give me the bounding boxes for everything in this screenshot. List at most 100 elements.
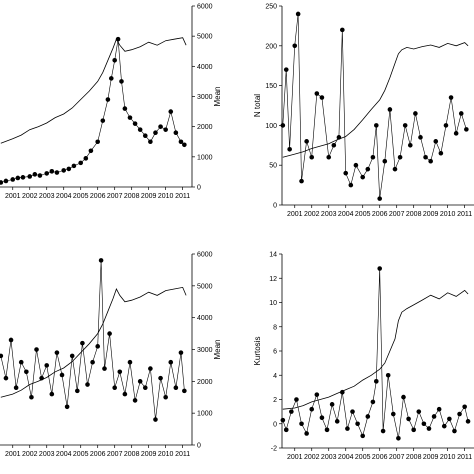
data-point — [98, 258, 104, 263]
data-point — [83, 156, 89, 161]
data-point — [309, 154, 315, 160]
y-axis-label: Mean — [213, 339, 222, 359]
data-point — [452, 428, 457, 434]
data-point — [309, 406, 315, 412]
data-point — [406, 416, 411, 422]
data-point — [385, 372, 391, 378]
y-tick-label: 6 — [273, 349, 277, 356]
data-point — [49, 391, 55, 397]
data-point — [453, 131, 459, 136]
data-point — [426, 426, 432, 431]
y-tick-label: 2000 — [197, 379, 213, 386]
data-point — [326, 154, 332, 160]
x-tick-label: 2004 — [56, 451, 72, 458]
data-point — [148, 139, 153, 145]
x-tick-label: 2005 — [355, 454, 371, 461]
data-point — [112, 385, 117, 391]
data-point — [314, 392, 320, 397]
data-point — [122, 106, 128, 111]
data-point — [127, 359, 133, 365]
data-point — [153, 417, 158, 422]
data-point — [24, 369, 29, 375]
data-point — [436, 406, 442, 412]
data-point — [418, 135, 423, 140]
data-point — [457, 411, 462, 417]
data-point — [39, 375, 44, 381]
x-tick-label: 2005 — [73, 451, 89, 458]
data-point — [66, 166, 72, 172]
x-tick-label: 2006 — [90, 451, 106, 458]
y-axis-label: Mean — [213, 86, 222, 106]
panel-bottom-right: 2001 2002 2003 2004 2005 2006 2007 2008 2009 2010… — [253, 252, 474, 461]
x-tick-label: 2010 — [158, 193, 174, 200]
y-tick-label: 100 — [265, 123, 277, 130]
data-point — [447, 416, 452, 422]
data-point — [382, 158, 388, 164]
y-tick-label: 150 — [265, 83, 277, 90]
data-point — [299, 178, 304, 184]
data-point — [178, 350, 184, 355]
data-point — [423, 154, 428, 160]
data-point — [287, 146, 292, 152]
data-point — [178, 139, 184, 145]
data-point — [148, 366, 153, 371]
data-point — [280, 417, 286, 423]
y-tick-label: 4000 — [197, 64, 213, 71]
x-tick-label: 2007 — [107, 193, 123, 200]
data-point — [304, 431, 309, 436]
data-point — [280, 123, 286, 128]
x-tick-label: 2007 — [389, 454, 405, 461]
data-point — [117, 369, 123, 375]
y-tick-label: 5000 — [197, 34, 213, 41]
x-tick-label: 2004 — [338, 454, 354, 461]
data-point — [397, 154, 403, 160]
y-tick-label: 3000 — [197, 94, 213, 101]
x-tick-label: 2003 — [39, 451, 55, 458]
y-tick-label: 8 — [273, 324, 277, 331]
data-point — [360, 174, 366, 180]
panel-top-right: 2001 2002 2003 2004 2005 2006 2007 2008 2009 2010… — [253, 4, 474, 218]
y-tick-label: 0 — [197, 443, 201, 450]
data-point — [137, 379, 143, 384]
x-tick-label: 2001 — [287, 454, 303, 461]
data-point — [465, 419, 471, 424]
data-point — [158, 375, 163, 381]
data-point — [168, 109, 174, 114]
data-point — [8, 337, 14, 343]
data-point — [69, 353, 75, 359]
data-point — [428, 158, 433, 164]
data-point — [127, 115, 133, 120]
x-tick-label: 2005 — [73, 193, 89, 200]
data-point — [416, 409, 422, 414]
data-point — [360, 433, 366, 439]
data-point — [421, 421, 427, 427]
data-point — [122, 391, 128, 397]
data-point — [314, 91, 320, 96]
data-point — [458, 111, 464, 116]
data-point — [334, 419, 340, 424]
panel-top-left: 2001 2002 2003 2004 2005 2006 2007 2008 2009 2010… — [0, 4, 222, 200]
y-tick-label: 6000 — [197, 252, 213, 259]
data-point — [370, 154, 376, 160]
data-point — [59, 372, 65, 378]
data-point — [100, 118, 106, 123]
panel-bottom-left: 2001 2002 2003 2004 2005 2006 2007 2008 2009 2010… — [0, 252, 222, 458]
y-tick-label: 200 — [265, 43, 277, 50]
data-point — [438, 150, 444, 156]
data-point — [441, 423, 447, 429]
x-tick-label: 2001 — [287, 211, 303, 218]
data-point — [462, 404, 467, 410]
data-point — [10, 177, 16, 182]
data-point — [355, 421, 360, 427]
data-point — [374, 123, 379, 128]
series-marker-line — [282, 268, 469, 439]
data-point — [182, 388, 187, 394]
data-point — [348, 182, 354, 188]
series-marker-line — [0, 260, 185, 420]
x-tick-label: 2010 — [440, 454, 456, 461]
data-point — [401, 394, 406, 400]
data-point — [396, 436, 401, 441]
x-tick-label: 2009 — [141, 451, 157, 458]
data-point — [402, 123, 408, 128]
